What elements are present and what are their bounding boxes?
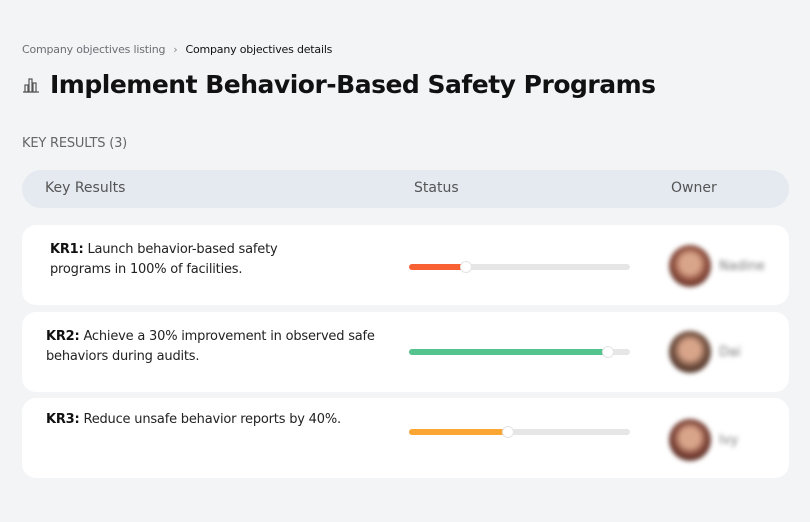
owner: Dai (669, 331, 741, 373)
breadcrumb-parent-link[interactable]: Company objectives listing (22, 43, 166, 56)
page-header: Implement Behavior-Based Safety Programs (22, 70, 656, 99)
column-header-status: Status (414, 180, 459, 196)
progress-slider[interactable] (409, 426, 630, 438)
owner: Nadine (669, 245, 765, 287)
owner-name: Dai (719, 344, 741, 360)
key-result-text: KR3: Reduce unsafe behavior reports by 4… (46, 412, 341, 427)
progress-fill (409, 349, 608, 355)
slider-handle[interactable] (502, 426, 515, 438)
breadcrumb: Company objectives listing › Company obj… (22, 43, 332, 56)
key-result-text: KR2: Achieve a 30% improvement in observ… (46, 329, 375, 364)
avatar (669, 245, 711, 287)
avatar (669, 419, 711, 461)
owner-name: Nadine (719, 258, 765, 274)
progress-slider[interactable] (409, 261, 630, 273)
slider-handle[interactable] (601, 346, 614, 358)
section-label: KEY RESULTS (3) (22, 136, 128, 151)
column-header-key-results: Key Results (45, 180, 126, 196)
page-title: Implement Behavior-Based Safety Programs (50, 70, 656, 99)
progress-slider[interactable] (409, 346, 630, 358)
owner: Ivy (669, 419, 738, 461)
key-result-text: KR1: Launch behavior-based safety progra… (50, 242, 278, 277)
avatar (669, 331, 711, 373)
progress-fill (409, 264, 467, 270)
owner-name: Ivy (719, 432, 739, 448)
slider-handle[interactable] (460, 261, 473, 273)
breadcrumb-separator: › (173, 43, 178, 56)
building-chart-icon (23, 77, 39, 93)
progress-fill (409, 429, 509, 435)
column-header-owner: Owner (671, 180, 717, 196)
table-row[interactable]: KR1: Launch behavior-based safety progra… (22, 225, 789, 305)
table-header: Key Results Status Owner (22, 170, 789, 208)
breadcrumb-current: Company objectives details (185, 43, 333, 56)
table-row[interactable]: KR2: Achieve a 30% improvement in observ… (22, 312, 789, 392)
table-row[interactable]: KR3: Reduce unsafe behavior reports by 4… (22, 398, 789, 478)
